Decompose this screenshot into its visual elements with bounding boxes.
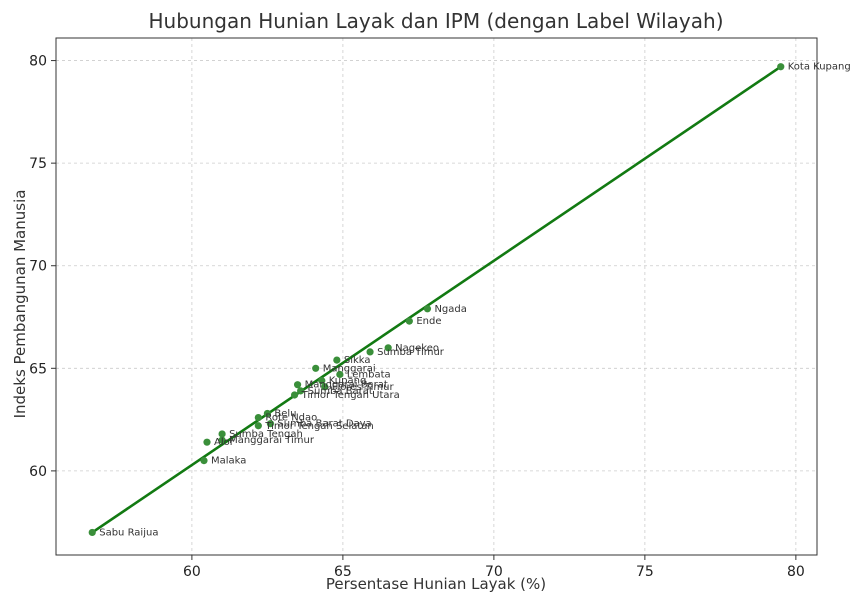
data-point [321,383,329,391]
data-point [423,305,432,313]
point-label: Sumba Tengah [229,429,303,440]
point-label: Kota Kupang [788,62,851,73]
x-tick-label: 80 [787,564,805,580]
point-label: Manggarai Barat [305,380,388,391]
data-point [777,63,785,71]
point-label: Malaka [211,456,246,467]
point-label: Rote Ndao [265,413,317,424]
y-tick-label: 75 [29,156,47,172]
point-label: Ende [416,316,441,327]
data-point [293,381,302,389]
data-point [290,391,299,399]
data-point [203,438,211,446]
y-tick-label: 80 [29,54,47,70]
axis-ticks: 60 65 70 75 80 60 65 70 75 80 [29,54,805,580]
x-tick-label: 60 [183,564,201,580]
x-tick-label: 65 [334,564,352,580]
point-label: Sumba Barat Daya [277,419,371,430]
data-points [88,63,785,537]
data-point [254,422,262,430]
data-point [336,370,344,379]
data-point [312,364,320,372]
point-label: Sikka [344,355,371,366]
y-tick-label: 60 [29,464,47,480]
point-label: Manggarai Timur [229,435,315,446]
regression-line [91,65,782,534]
gridlines [56,38,817,555]
point-label: Lembata [347,369,391,380]
data-point [405,317,413,325]
x-tick-label: 70 [485,564,503,580]
y-tick-label: 70 [29,259,47,275]
data-point [384,344,392,352]
point-label: Sumba Barat [308,386,373,397]
plot-frame [55,37,818,556]
data-point [88,528,96,537]
point-label: Sumba Timur [377,347,445,358]
chart-title: Hubungan Hunian Layak dan IPM (dengan La… [148,9,723,33]
point-label: Sabu Raijua [99,527,158,538]
point-label: Manggarai [323,363,376,374]
data-point [366,348,374,356]
x-axis-label: Persentase Hunian Layak (%) [326,575,546,593]
data-point [218,430,226,438]
y-axis-label: Indeks Pembangunan Manusia [11,190,29,419]
y-tick-label: 65 [29,361,47,377]
data-point [218,436,226,444]
data-point [254,413,262,422]
point-label: Timor Tengah Selatan [264,421,373,432]
point-label: Nagekeo [395,343,439,354]
point-label: Belu [274,408,296,419]
regression-line-layer [91,65,782,534]
point-label: Alor [214,437,235,448]
data-point [266,420,275,428]
x-tick-label: 75 [636,564,654,580]
data-point [263,409,271,418]
data-point [333,356,341,364]
data-point [200,457,208,465]
data-point [318,377,326,385]
point-label: Ngada [434,304,466,315]
point-label: Timor Tengah Utara [301,390,400,401]
point-label: Flores Timur [332,382,395,393]
data-point [297,387,305,395]
point-label: Kupang [329,376,367,387]
